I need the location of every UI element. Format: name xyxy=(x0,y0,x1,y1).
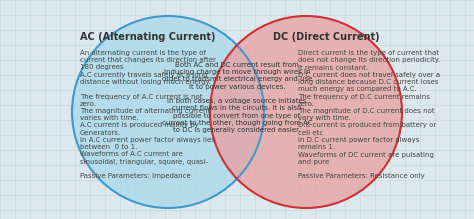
Text: An alternating current is the type of
current that changes its direction after
1: An alternating current is the type of cu… xyxy=(80,50,216,179)
Text: Direct current is the type of current that
does not change its direction periodi: Direct current is the type of current th… xyxy=(298,50,440,179)
Text: Both AC and DC current result from
inducing charge to move through wires in
orde: Both AC and DC current result from induc… xyxy=(162,62,312,133)
Circle shape xyxy=(210,16,402,208)
Text: DC (Direct Current): DC (Direct Current) xyxy=(273,32,379,42)
Circle shape xyxy=(72,16,264,208)
Text: AC (Alternating Current): AC (Alternating Current) xyxy=(80,32,216,42)
